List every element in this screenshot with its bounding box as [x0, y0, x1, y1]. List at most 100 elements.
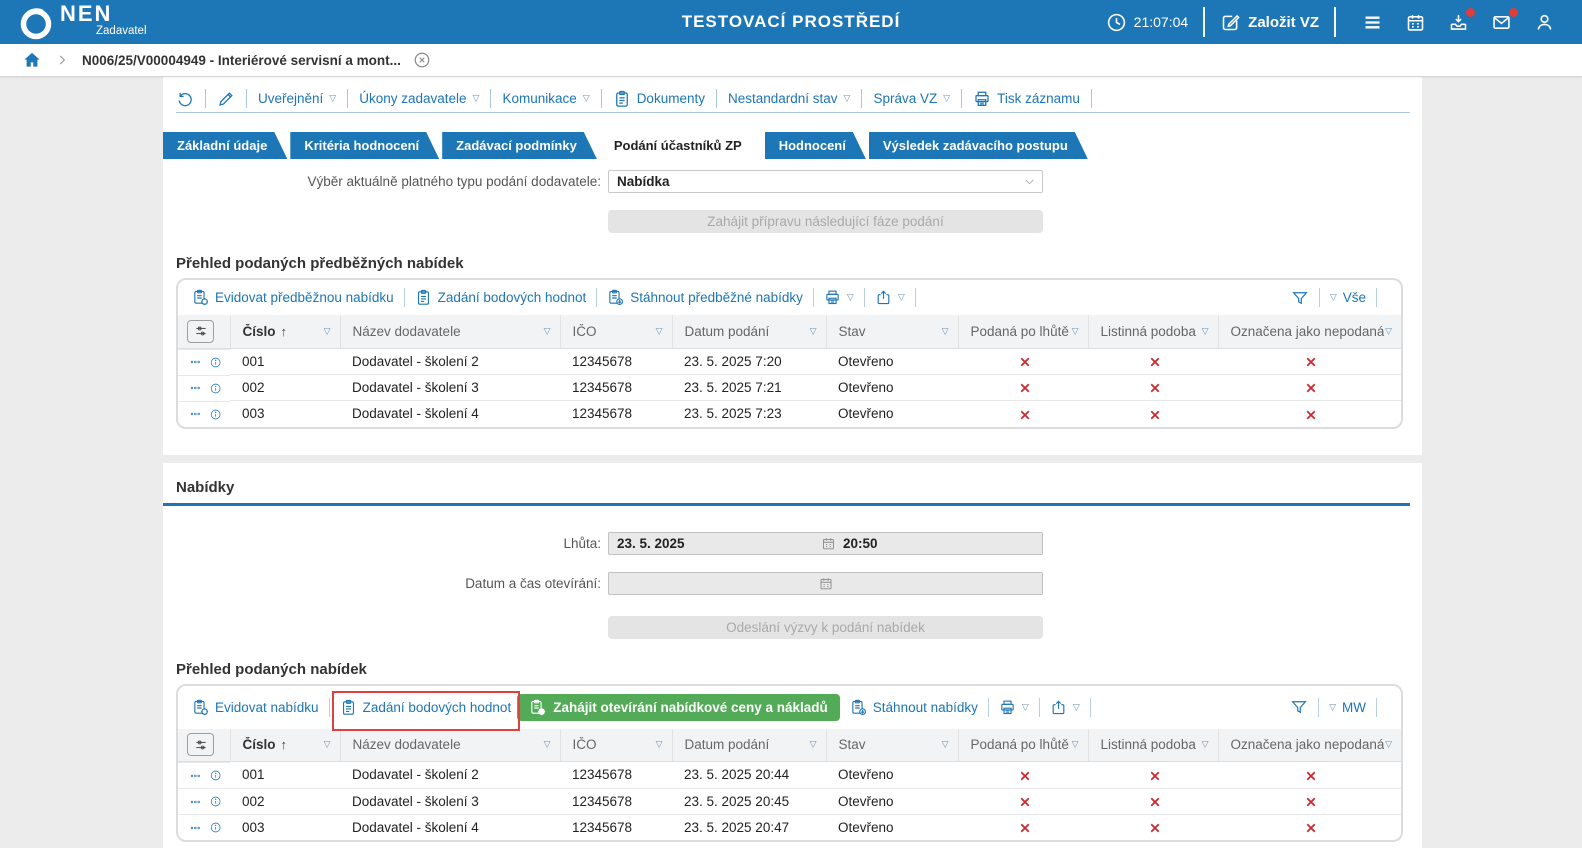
column-filter-icon[interactable]: ▽	[655, 325, 663, 336]
inbox-downloads-button[interactable]	[1448, 7, 1475, 33]
column-header-nazev[interactable]: Název dodavatele	[352, 737, 461, 753]
user-profile-button[interactable]	[1534, 12, 1555, 33]
close-record-tab-icon[interactable]	[413, 51, 431, 69]
table-row[interactable]: 001 Dodavatel - školení 2 12345678 23. 5…	[178, 347, 1401, 375]
tab-podani-ucastniku-zp[interactable]: Podání účastníků ZP	[600, 132, 762, 159]
register-offer-button[interactable]: Evidovat nabídku	[192, 699, 319, 716]
table-row[interactable]: 002 Dodavatel - školení 3 12345678 23. 5…	[178, 374, 1401, 401]
filter-funnel-icon[interactable]	[1290, 698, 1308, 716]
enter-point-values-button[interactable]: Zadání bodových hodnot	[331, 690, 521, 731]
export-menu-button[interactable]: ▽	[1050, 699, 1080, 716]
view-selector[interactable]: ▽ Vše	[1330, 290, 1366, 305]
info-icon[interactable]	[210, 406, 221, 423]
column-filter-icon[interactable]: ▽	[323, 739, 331, 750]
sort-ascending-icon[interactable]: ↑	[280, 737, 288, 753]
tab-kriteria-hodnoceni[interactable]: Kritéria hodnocení	[290, 132, 439, 159]
messages-button[interactable]	[1491, 7, 1518, 33]
column-filter-icon[interactable]: ▽	[655, 739, 663, 750]
menu-komunikace[interactable]: Komunikace ▽	[502, 91, 589, 106]
row-actions-icon[interactable]	[190, 820, 201, 836]
column-header-stav[interactable]: Stav	[838, 323, 866, 339]
calendar-button[interactable]	[1405, 12, 1426, 33]
column-settings-button[interactable]	[187, 319, 214, 343]
menu-dokumenty[interactable]: Dokumenty	[613, 90, 705, 108]
menu-ukony-zadavatele[interactable]: Úkony zadavatele ▽	[359, 91, 479, 106]
opening-datetime-field[interactable]	[608, 571, 1043, 595]
column-filter-icon[interactable]: ▽	[809, 325, 817, 336]
print-menu-button[interactable]: ▽	[824, 289, 854, 306]
column-filter-icon[interactable]: ▽	[1385, 739, 1392, 750]
download-offers-button[interactable]: Stáhnout nabídky	[850, 699, 978, 716]
tab-vysledek-zadavaciho-postupu[interactable]: Výsledek zadávacího postupu	[869, 132, 1088, 159]
column-filter-icon[interactable]: ▽	[1385, 325, 1392, 336]
download-prelim-offers-button[interactable]: Stáhnout předběžné nabídky	[607, 289, 803, 306]
column-header-ico[interactable]: IČO	[572, 323, 597, 339]
column-header-cislo[interactable]: Číslo	[242, 323, 276, 339]
row-actions-icon[interactable]	[190, 794, 201, 810]
filter-funnel-icon[interactable]	[1291, 289, 1309, 307]
column-header-datum[interactable]: Datum podání	[684, 737, 770, 753]
column-header-datum[interactable]: Datum podání	[684, 323, 770, 339]
row-actions-icon[interactable]	[190, 768, 201, 784]
column-filter-icon[interactable]: ▽	[941, 325, 949, 336]
history-icon[interactable]	[176, 90, 194, 108]
info-icon[interactable]	[210, 767, 221, 784]
tab-hodnoceni[interactable]: Hodnocení	[765, 132, 866, 159]
column-header-cislo[interactable]: Číslo	[242, 737, 276, 753]
column-filter-icon[interactable]: ▽	[941, 739, 949, 750]
column-header-po-lhute[interactable]: Podaná po lhůtě	[970, 737, 1069, 753]
view-selector[interactable]: ▽ MW	[1329, 700, 1366, 715]
menu-uverejneni[interactable]: Uveřejnění ▽	[258, 91, 336, 106]
sort-ascending-icon[interactable]: ↑	[280, 323, 288, 339]
print-menu-button[interactable]: ▽	[999, 699, 1029, 716]
menu-tisk-zaznamu[interactable]: Tisk záznamu	[973, 90, 1080, 108]
info-icon[interactable]	[210, 380, 221, 397]
column-filter-icon[interactable]: ▽	[1201, 325, 1209, 336]
send-call-for-offers-button[interactable]: Odeslání výzvy k podání nabídek	[608, 615, 1043, 639]
row-actions-icon[interactable]	[190, 380, 201, 396]
column-filter-icon[interactable]: ▽	[1201, 739, 1209, 750]
info-icon[interactable]	[210, 354, 221, 371]
home-icon[interactable]	[22, 50, 42, 70]
breadcrumb-record-tab[interactable]: N006/25/V00004949 - Interiérové servisní…	[82, 52, 401, 68]
calendar-icon[interactable]	[821, 536, 836, 551]
register-prelim-offer-button[interactable]: Evidovat předběžnou nabídku	[192, 289, 394, 306]
info-icon[interactable]	[210, 793, 221, 810]
submission-type-select[interactable]: Nabídka	[608, 170, 1043, 193]
column-filter-icon[interactable]: ▽	[1071, 325, 1079, 336]
tab-zadavaci-podminky[interactable]: Zadávací podmínky	[442, 132, 597, 159]
enter-point-values-button[interactable]: Zadání bodových hodnot	[415, 289, 586, 306]
column-header-nepodana[interactable]: Označena jako nepodaná	[1230, 323, 1385, 339]
export-menu-button[interactable]: ▽	[875, 289, 905, 306]
column-filter-icon[interactable]: ▽	[323, 325, 331, 336]
table-row[interactable]: 002 Dodavatel - školení 3 12345678 23. 5…	[178, 787, 1401, 814]
column-settings-button[interactable]	[187, 733, 214, 757]
column-header-po-lhute[interactable]: Podaná po lhůtě	[970, 323, 1069, 339]
column-header-listinna[interactable]: Listinná podoba	[1100, 323, 1196, 339]
info-icon[interactable]	[210, 819, 221, 836]
table-row[interactable]: 001 Dodavatel - školení 2 12345678 23. 5…	[178, 761, 1401, 788]
column-header-nepodana[interactable]: Označena jako nepodaná	[1230, 737, 1385, 753]
row-actions-icon[interactable]	[190, 406, 201, 422]
column-header-listinna[interactable]: Listinná podoba	[1100, 737, 1196, 753]
column-filter-icon[interactable]: ▽	[1071, 739, 1079, 750]
create-vz-button[interactable]: Založit VZ	[1220, 12, 1319, 33]
column-filter-icon[interactable]: ▽	[543, 325, 551, 336]
edit-pencil-icon[interactable]	[217, 90, 235, 108]
column-filter-icon[interactable]: ▽	[543, 739, 551, 750]
menu-sprava-vz[interactable]: Správa VZ ▽	[873, 91, 950, 106]
start-next-phase-button[interactable]: Zahájit přípravu následující fáze podání	[608, 210, 1043, 233]
calendar-icon[interactable]	[818, 576, 833, 591]
deadline-field[interactable]: 23. 5. 2025 20:50	[608, 531, 1043, 555]
column-header-ico[interactable]: IČO	[572, 737, 597, 753]
start-opening-offers-button[interactable]: Zahájit otevírání nabídkové ceny a nákla…	[517, 693, 840, 721]
column-filter-icon[interactable]: ▽	[809, 739, 817, 750]
column-header-nazev[interactable]: Název dodavatele	[352, 323, 461, 339]
table-row[interactable]: 003 Dodavatel - školení 4 12345678 23. 5…	[178, 400, 1401, 427]
table-row[interactable]: 003 Dodavatel - školení 4 12345678 23. 5…	[178, 813, 1401, 840]
row-actions-icon[interactable]	[190, 354, 201, 370]
column-header-stav[interactable]: Stav	[838, 737, 866, 753]
main-menu-button[interactable]	[1362, 12, 1383, 33]
nen-logo[interactable]: NEN Zadavatel	[18, 2, 147, 42]
menu-nestandardni-stav[interactable]: Nestandardní stav ▽	[728, 91, 850, 106]
